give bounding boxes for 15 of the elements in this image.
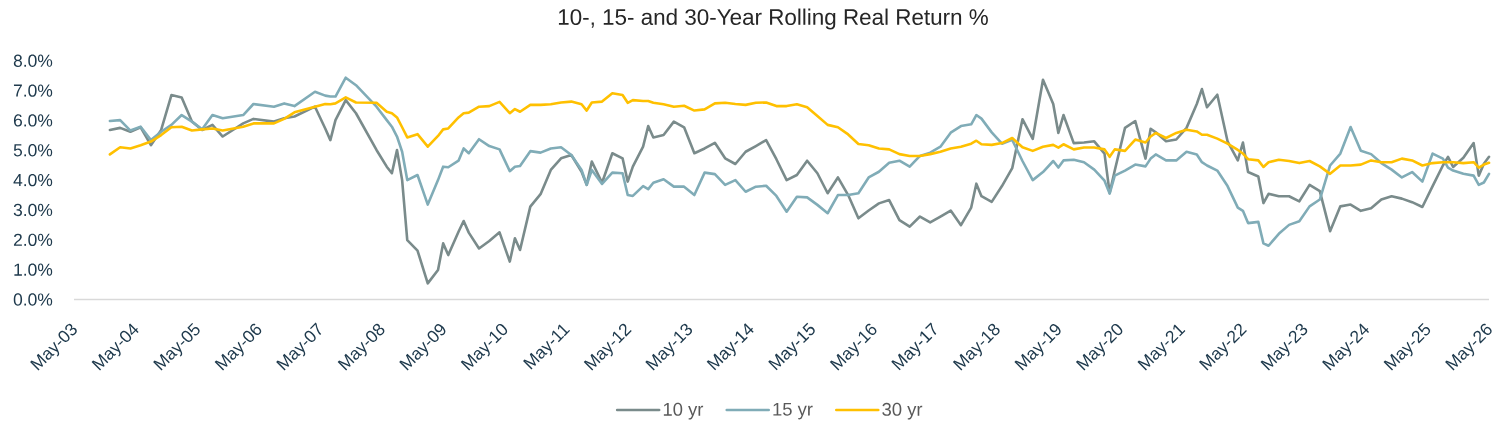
y-tick-label: 1.0% — [14, 263, 53, 276]
legend-label: 30 yr — [882, 402, 923, 420]
y-tick-label: 0.0% — [13, 293, 53, 306]
y-tick-label: 7.0% — [13, 84, 53, 97]
y-tick-label: 4.0% — [13, 173, 53, 187]
line-series — [108, 76, 1491, 248]
chart-title: 10-, 15- and 30-Year Rolling Real Return % — [558, 8, 988, 30]
line-series — [108, 78, 1491, 285]
y-tick-label: 2.0% — [13, 233, 53, 246]
y-tick-label: 5.0% — [13, 144, 53, 157]
y-tick-label: 3.0% — [13, 203, 53, 217]
y-tick-label: 6.0% — [13, 114, 53, 127]
legend-label: 15 yr — [773, 402, 813, 420]
legend-label: 10 yr — [663, 402, 704, 420]
y-tick-label: 8.0% — [13, 54, 53, 67]
